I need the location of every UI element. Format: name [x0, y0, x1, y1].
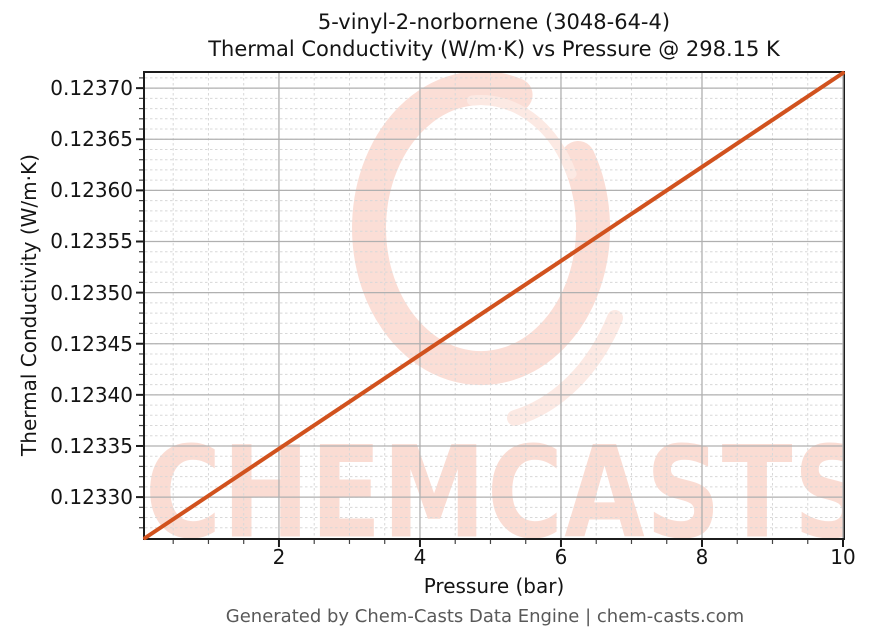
watermark-layer: CHEMCASTS: [145, 73, 843, 538]
plot-canvas: [136, 71, 845, 547]
y-tick-label: 0.12340: [50, 382, 133, 407]
y-tick-label: 0.12330: [50, 485, 133, 510]
y-tick-label: 0.12335: [50, 433, 133, 458]
x-axis-label: Pressure (bar): [423, 574, 565, 598]
y-tick-label: 0.12350: [50, 280, 133, 305]
plot-area: CHEMCASTS: [136, 71, 845, 547]
x-tick-label: 2: [272, 545, 286, 569]
chemcasts-logo-watermark-icon: [352, 73, 623, 426]
y-tick-label: 0.12355: [50, 229, 133, 254]
y-tick-label: 0.12360: [50, 178, 133, 203]
chart-title: 5-vinyl-2-norbornene (3048-64-4) Thermal…: [145, 9, 843, 63]
y-axis-label: Thermal Conductivity (W/m·K): [17, 154, 41, 456]
footer-credit: Generated by Chem-Casts Data Engine | ch…: [225, 606, 745, 627]
x-tick-label: 4: [413, 545, 427, 569]
y-tick-label: 0.12345: [50, 331, 133, 356]
watermark-ring-accent-stroke: [467, 95, 577, 179]
x-tick-label: 8: [695, 545, 709, 569]
x-tick-label: 6: [554, 545, 568, 569]
y-tick-label: 0.12365: [50, 127, 133, 152]
watermark-text: CHEMCASTS: [145, 418, 843, 538]
watermark-ring-stroke: [352, 73, 610, 386]
x-tick-label: 10: [830, 545, 856, 569]
y-tick-label: 0.12370: [50, 76, 133, 101]
chart-title-line2: Thermal Conductivity (W/m·K) vs Pressure…: [208, 37, 780, 61]
data-line-thermal-conductivity: [143, 71, 845, 540]
watermark-ring-tail-stroke: [507, 310, 623, 426]
chart-title-line1: 5-vinyl-2-norbornene (3048-64-4): [317, 10, 671, 34]
